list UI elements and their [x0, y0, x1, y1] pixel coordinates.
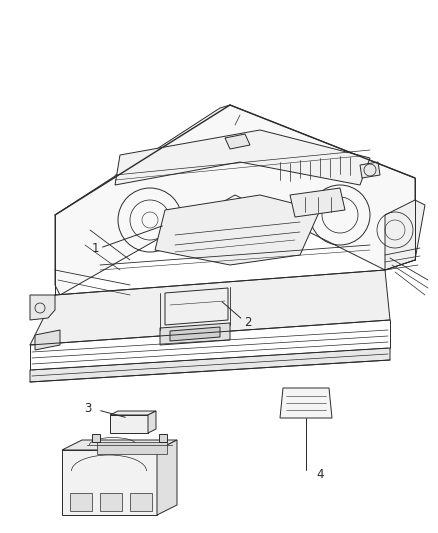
Polygon shape	[62, 440, 177, 450]
Polygon shape	[100, 493, 122, 511]
Polygon shape	[130, 493, 152, 511]
Polygon shape	[35, 330, 60, 350]
Polygon shape	[280, 388, 332, 418]
Text: 2: 2	[244, 317, 252, 329]
Polygon shape	[92, 434, 100, 442]
Polygon shape	[385, 200, 425, 270]
Polygon shape	[159, 434, 167, 442]
Polygon shape	[30, 348, 390, 382]
Polygon shape	[70, 493, 92, 511]
Polygon shape	[290, 188, 345, 217]
Text: 4: 4	[316, 467, 324, 481]
Polygon shape	[160, 323, 230, 345]
Polygon shape	[225, 134, 250, 149]
Polygon shape	[62, 450, 157, 515]
Polygon shape	[360, 162, 380, 178]
Polygon shape	[97, 442, 167, 454]
Text: 1: 1	[91, 241, 99, 254]
Polygon shape	[115, 130, 370, 185]
Polygon shape	[30, 270, 390, 345]
Polygon shape	[170, 327, 220, 341]
Polygon shape	[30, 295, 55, 320]
Polygon shape	[157, 440, 177, 515]
Polygon shape	[110, 411, 156, 415]
Polygon shape	[110, 415, 148, 433]
Polygon shape	[148, 411, 156, 433]
Text: 3: 3	[84, 401, 92, 415]
Polygon shape	[165, 288, 228, 325]
Polygon shape	[155, 195, 320, 265]
Polygon shape	[55, 105, 415, 295]
